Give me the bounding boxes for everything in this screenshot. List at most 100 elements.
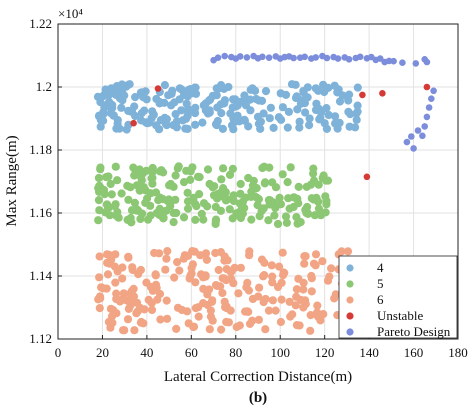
point-6 (191, 304, 200, 313)
point-5 (292, 213, 301, 222)
point-6 (139, 319, 148, 328)
point-6 (150, 248, 159, 258)
point-4 (314, 104, 323, 113)
point-pareto-design (414, 127, 422, 134)
point-6 (327, 264, 336, 273)
point-4 (330, 81, 339, 90)
point-5 (169, 218, 178, 227)
point-5 (124, 195, 133, 204)
point-5 (276, 200, 285, 209)
point-4 (277, 115, 286, 124)
point-4 (295, 117, 304, 126)
point-5 (321, 208, 330, 217)
point-4 (109, 111, 118, 120)
x-tick-label: 60 (185, 345, 198, 360)
point-4 (278, 103, 287, 112)
point-unstable (154, 85, 162, 92)
point-pareto-design (419, 132, 426, 140)
point-6 (113, 267, 122, 276)
point-6 (162, 296, 171, 305)
point-4 (332, 119, 341, 128)
point-6 (136, 265, 145, 275)
point-5 (259, 204, 268, 213)
point-6 (291, 301, 300, 310)
legend-label: 5 (377, 276, 384, 291)
point-4 (122, 125, 131, 134)
point-6 (127, 287, 136, 296)
point-6 (243, 278, 252, 287)
point-4 (241, 101, 251, 110)
x-tick-label: 160 (404, 345, 424, 360)
point-4 (184, 105, 193, 114)
point-4 (201, 99, 210, 108)
point-4 (105, 90, 114, 99)
point-6 (299, 285, 308, 294)
point-5 (183, 188, 192, 197)
figure-caption: (b) (249, 390, 267, 406)
point-6 (142, 278, 151, 287)
point-4 (115, 124, 124, 133)
point-4 (352, 115, 361, 124)
point-5 (247, 215, 256, 224)
point-5 (94, 216, 103, 225)
point-pareto-design (410, 145, 417, 152)
point-5 (171, 171, 180, 180)
point-unstable (130, 119, 137, 127)
point-5 (99, 185, 109, 195)
point-6 (173, 258, 182, 267)
legend-label: Pareto Design (377, 324, 451, 339)
point-4 (220, 99, 229, 108)
point-5 (216, 206, 225, 215)
point-6 (259, 298, 268, 307)
point-pareto-design (390, 57, 397, 65)
point-6 (273, 282, 283, 292)
point-unstable (423, 83, 431, 91)
point-4 (319, 80, 328, 89)
legend-marker (346, 280, 354, 288)
point-4 (160, 81, 169, 90)
point-6 (184, 319, 193, 328)
point-6 (140, 305, 149, 314)
point-4 (99, 116, 108, 125)
point-6 (187, 264, 196, 273)
point-5 (223, 195, 232, 204)
point-4 (167, 101, 176, 110)
point-pareto-design (345, 56, 353, 63)
y-tick-label: 1.14 (29, 268, 52, 283)
point-6 (230, 263, 239, 272)
point-6 (118, 295, 127, 304)
point-6 (236, 263, 245, 272)
point-6 (170, 273, 179, 282)
point-5 (169, 208, 178, 218)
point-5 (268, 178, 277, 187)
point-6 (111, 250, 120, 259)
point-5 (164, 195, 173, 204)
point-4 (160, 113, 169, 122)
point-4 (320, 87, 329, 97)
point-5 (314, 204, 323, 213)
point-6 (95, 252, 104, 261)
point-6 (292, 321, 301, 330)
point-6 (162, 254, 171, 263)
point-5 (183, 204, 193, 213)
point-4 (227, 121, 237, 130)
point-pareto-design (323, 54, 331, 62)
point-6 (311, 250, 321, 259)
point-6 (128, 265, 137, 275)
point-6 (216, 248, 225, 257)
legend-marker (346, 296, 354, 304)
point-4 (253, 112, 263, 121)
point-6 (205, 325, 214, 334)
point-5 (270, 211, 279, 220)
point-6 (313, 301, 322, 310)
point-6 (196, 251, 205, 260)
point-4 (198, 118, 207, 127)
point-6 (124, 304, 133, 313)
point-6 (267, 261, 276, 270)
point-6 (280, 268, 289, 277)
point-6 (268, 278, 277, 287)
point-4 (257, 96, 267, 105)
point-4 (136, 88, 145, 97)
point-6 (264, 306, 273, 315)
point-4 (171, 110, 180, 119)
